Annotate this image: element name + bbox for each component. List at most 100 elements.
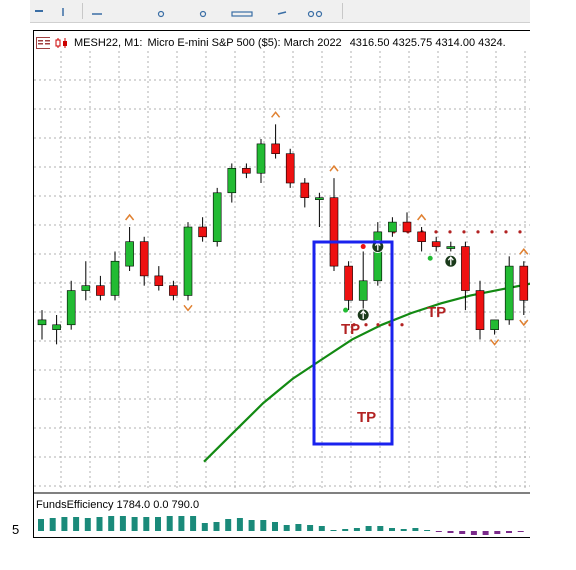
tp-level-dot	[490, 230, 494, 234]
funds-efficiency-bar	[412, 528, 419, 531]
bear-candle	[475, 290, 485, 330]
bull-candle	[315, 197, 324, 200]
funds-efficiency-bar	[330, 530, 337, 531]
bear-candle	[285, 153, 295, 184]
bull-candle	[212, 192, 222, 242]
funds-efficiency-bar	[201, 523, 208, 531]
signal-arrow-icon	[360, 309, 367, 319]
bear-candle	[300, 182, 310, 198]
tp-level-dot	[352, 323, 356, 327]
bull-candle	[110, 260, 120, 296]
funds-efficiency-bar	[61, 517, 68, 531]
funds-efficiency-bar	[248, 520, 255, 531]
fractal-up-arrow	[417, 213, 427, 221]
bear-candle	[329, 197, 339, 267]
fractal-up-arrow	[271, 111, 281, 118]
signal-dot	[360, 244, 366, 250]
bull-candle	[504, 265, 514, 321]
funds-efficiency-bar	[517, 531, 524, 532]
funds-efficiency-bar	[353, 528, 360, 531]
funds-efficiency-bar	[225, 519, 232, 531]
tp-level-dot	[462, 230, 466, 234]
line-icon	[92, 13, 102, 15]
funds-efficiency-bar	[119, 516, 126, 531]
fractal-down-arrow	[519, 319, 529, 327]
funds-efficiency-bar	[166, 516, 173, 531]
bear-candle	[519, 265, 529, 301]
tp-level-dot	[364, 323, 368, 327]
fractal-down-arrow	[183, 304, 193, 312]
fractal-up-arrow	[329, 164, 339, 172]
crosshair-icon	[62, 8, 64, 16]
moving-average-line	[203, 282, 530, 463]
toolbar-button-4[interactable]	[154, 4, 168, 18]
bull-candle	[125, 241, 134, 267]
tp-level-dot	[434, 230, 438, 234]
toolbar-button-1[interactable]	[32, 4, 46, 18]
funds-efficiency-bar	[143, 517, 150, 531]
funds-efficiency-bar	[506, 531, 512, 533]
bear-candle	[402, 221, 412, 233]
funds-efficiency-bar	[295, 524, 302, 531]
highlight-box	[312, 240, 394, 446]
indicator-label: FundsEfficiency 1784.0 0.0 790.0	[36, 499, 200, 511]
toolbar-separator	[82, 3, 83, 19]
bull-candle	[227, 168, 237, 194]
tp-level-dot	[504, 230, 508, 234]
signal-dot	[343, 307, 349, 313]
funds-efficiency-bar	[389, 528, 395, 531]
fractal-up-arrow	[519, 248, 529, 255]
bull-candle	[37, 319, 47, 326]
tp-level-dot	[376, 323, 380, 327]
signal-arrow-icon	[447, 256, 454, 266]
toolbar-button-6[interactable]	[230, 4, 253, 18]
funds-efficiency-bar	[377, 526, 384, 531]
bear-candle	[431, 241, 441, 247]
toolbar	[30, 0, 530, 23]
tp-label: TP	[357, 409, 376, 426]
funds-efficiency-bar	[131, 517, 138, 531]
arrows-icon	[307, 10, 323, 18]
tp-level-dot	[518, 230, 522, 234]
toolbar-button-5[interactable]	[196, 4, 210, 18]
funds-efficiency-bar	[272, 522, 278, 531]
funds-efficiency-bar	[49, 518, 56, 531]
bull-candle	[183, 226, 193, 296]
funds-efficiency-bar	[260, 520, 267, 531]
toolbar-button-8[interactable]	[306, 4, 323, 18]
funds-efficiency-bar	[236, 518, 243, 531]
funds-efficiency-bar	[470, 531, 477, 535]
toolbar-button-2[interactable]	[56, 4, 70, 18]
bear-candle	[461, 246, 470, 291]
cursor-icon	[35, 10, 43, 12]
funds-efficiency-bar	[342, 529, 349, 531]
funds-efficiency-bar	[447, 531, 454, 533]
price-chart[interactable]: TP TP TP	[34, 31, 530, 537]
funds-efficiency-bar	[38, 519, 44, 531]
toolbar-button-7[interactable]	[275, 4, 289, 18]
funds-efficiency-bar	[155, 517, 161, 531]
funds-efficiency-bar	[482, 531, 489, 535]
fractal-up-arrow	[125, 213, 135, 221]
chart-window[interactable]: TP TP TP MESH22, M1: Micro E-mini S&P 500 …	[33, 30, 530, 538]
funds-efficiency-bar	[283, 525, 290, 531]
bull-candle	[373, 231, 383, 282]
bull-candle	[388, 221, 397, 233]
funds-efficiency-bar	[424, 530, 431, 531]
tp-level-dot	[448, 230, 452, 234]
chart-description: Micro E-mini S&P 500 ($5): March 2022	[147, 37, 342, 49]
bull-candle	[66, 290, 76, 326]
funds-efficiency-bar	[494, 531, 501, 534]
fractal-down-arrow	[490, 339, 500, 346]
funds-efficiency-bar	[96, 517, 103, 531]
bear-candle	[271, 143, 280, 154]
bull-candle	[446, 246, 456, 249]
bear-candle	[96, 285, 105, 296]
chart-symbol: MESH22, M1:	[74, 37, 143, 49]
bear-candle	[417, 231, 426, 242]
toolbar-button-3[interactable]	[90, 4, 104, 18]
funds-efficiency-bar	[178, 516, 185, 531]
toolbar-separator	[342, 3, 343, 19]
funds-efficiency-bar	[435, 531, 442, 532]
signal-dot	[427, 255, 433, 261]
